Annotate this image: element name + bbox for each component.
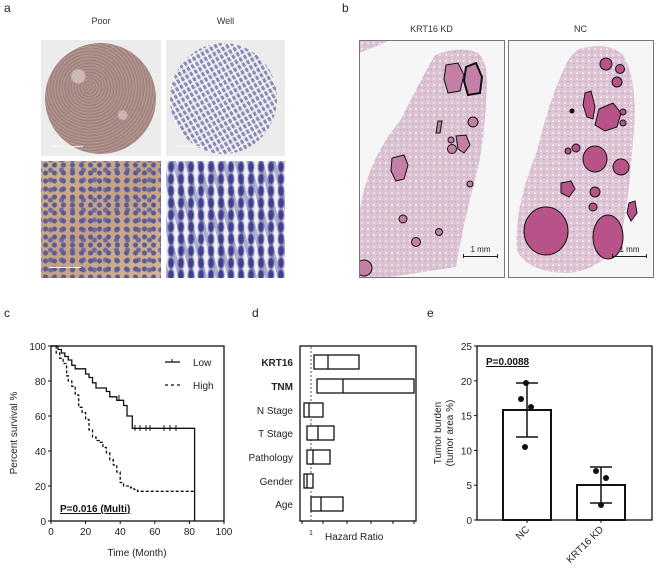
hazard-ratio-chart: KRT16 TNM N Stage T Stage Pathology Gend… [249, 345, 417, 543]
svg-text:100: 100 [29, 342, 46, 353]
scale-bar-krt16-kd: 1 mm [463, 245, 498, 258]
svg-text:0: 0 [48, 527, 54, 538]
column-title-well: Well [216, 16, 235, 26]
tb-error-bars [516, 382, 612, 504]
tb-y-axis-label-line1: Tumor burden [433, 402, 444, 464]
svg-text:40: 40 [115, 527, 127, 538]
km-x-ticks: 0 20 40 60 80 100 [48, 521, 233, 538]
svg-text:15: 15 [461, 412, 473, 423]
lung-krt16-kd-drawing [360, 41, 487, 277]
legend-low-label: Low [193, 358, 212, 369]
panel-e-letter: e [427, 306, 434, 320]
panel-c-letter: c [4, 306, 10, 320]
km-curve-high [51, 345, 195, 492]
svg-text:60: 60 [149, 527, 161, 538]
tb-data-points [518, 380, 609, 508]
column-title-krt16-kd: KRT16 KD [410, 24, 453, 34]
column-title-poor: Poor [91, 16, 111, 26]
hr-box-age [310, 496, 344, 512]
hr-box-gender [303, 473, 314, 489]
tb-x-label-nc: NC [514, 524, 532, 542]
hr-x-axis-label: Hazard Ratio [325, 532, 384, 543]
tb-plot-frame [476, 345, 653, 521]
legend-high-label: High [193, 381, 214, 392]
km-plot-frame [50, 345, 225, 522]
hr-box-krt16 [313, 354, 360, 370]
tma-core-well-image [166, 40, 285, 156]
histology-poor-highmag-image [41, 161, 161, 278]
panel-b-letter: b [342, 1, 349, 15]
hr-boxes [303, 354, 415, 512]
svg-text:40: 40 [35, 447, 47, 458]
svg-text:Gender: Gender [260, 477, 294, 488]
scale-bar-label: 1 mm [619, 245, 640, 254]
svg-text:80: 80 [184, 527, 196, 538]
svg-text:60: 60 [35, 412, 47, 423]
svg-text:80: 80 [35, 377, 47, 388]
lung-nc-drawing [516, 46, 638, 273]
tb-x-label-krt16-kd: KRT16 KD [565, 524, 606, 565]
km-y-ticks: 100 80 60 40 20 0 [29, 342, 51, 528]
km-censor-marks-low [118, 395, 177, 431]
hr-plot-frame [299, 345, 417, 522]
scale-bar-label: 1 mm [470, 245, 491, 254]
svg-text:Pathology: Pathology [249, 453, 293, 464]
hr-x-tick-1: 1 [309, 530, 313, 537]
svg-text:0: 0 [466, 516, 472, 527]
hr-box-n-stage [303, 402, 324, 418]
tb-y-axis-label-line2: (tumor area %) [445, 400, 456, 467]
scale-bar-nc: 1 mm [612, 245, 647, 258]
tb-y-ticks: 25 20 15 10 5 0 [461, 342, 477, 527]
svg-text:20: 20 [80, 527, 92, 538]
svg-text:TNM: TNM [271, 382, 293, 393]
tb-p-value: P=0.0088 [486, 357, 530, 368]
km-legend: Low High [165, 358, 214, 392]
svg-text:KRT16: KRT16 [261, 358, 293, 369]
svg-text:10: 10 [461, 446, 473, 457]
hr-box-tnm [316, 378, 415, 394]
tumor-burden-chart: Tumor burden (tumor area %) 25 20 15 10 … [433, 342, 653, 566]
svg-text:5: 5 [466, 481, 472, 492]
histology-well-highmag-image [166, 161, 285, 278]
svg-text:20: 20 [35, 482, 47, 493]
panel-a-letter: a [4, 1, 11, 15]
hr-category-labels: KRT16 TNM N Stage T Stage Pathology Gend… [249, 358, 294, 511]
column-title-nc: NC [574, 24, 587, 34]
km-y-axis-label: Percent survival % [9, 391, 20, 474]
svg-text:100: 100 [216, 527, 233, 538]
svg-text:Age: Age [275, 500, 293, 511]
svg-text:T Stage: T Stage [258, 429, 293, 440]
tma-core-poor-image [41, 40, 161, 156]
svg-text:25: 25 [461, 342, 473, 353]
svg-text:20: 20 [461, 377, 473, 388]
lung-section-nc-image: 1 mm [508, 40, 654, 278]
hr-x-ticks [301, 521, 415, 524]
hr-box-pathology [306, 449, 331, 465]
km-x-axis-label: Time (Month) [107, 548, 166, 559]
km-survival-chart: Percent survival % 100 80 60 40 20 0 0 2… [9, 342, 233, 559]
lung-section-krt16-kd-image: 1 mm [359, 40, 505, 278]
km-curve-low [51, 345, 196, 521]
hr-box-t-stage [306, 425, 335, 441]
svg-text:0: 0 [40, 517, 46, 528]
panel-d-letter: d [252, 306, 259, 320]
svg-text:N Stage: N Stage [257, 406, 294, 417]
km-p-value: P=0.016 (Multi) [60, 504, 130, 515]
